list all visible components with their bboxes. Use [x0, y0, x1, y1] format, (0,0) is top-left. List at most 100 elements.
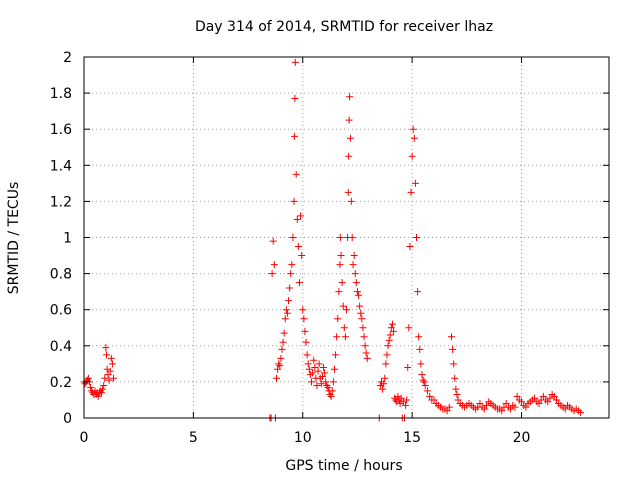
data-point [277, 354, 285, 362]
data-point [453, 391, 461, 399]
data-point [81, 380, 89, 388]
data-point [301, 327, 309, 335]
data-point [105, 376, 113, 384]
data-point [480, 405, 488, 413]
data-point [275, 360, 283, 368]
data-point [348, 234, 356, 241]
data-point [357, 309, 365, 317]
data-point [404, 363, 412, 371]
y-tick-label: 0.2 [50, 375, 72, 391]
data-point [273, 374, 280, 382]
data-point [448, 333, 455, 341]
data-point [498, 407, 506, 415]
data-point [443, 407, 451, 415]
data-point [346, 134, 354, 142]
data-point [297, 212, 305, 220]
data-point [382, 360, 390, 368]
data-point [426, 392, 434, 400]
x-tick-label: 5 [189, 430, 198, 446]
data-point [445, 403, 453, 411]
data-point [405, 324, 413, 332]
data-point [518, 398, 525, 406]
data-point [94, 392, 102, 400]
data-point [408, 152, 416, 160]
data-point [452, 385, 460, 393]
data-point [561, 405, 569, 413]
data-point [338, 279, 346, 287]
data-point [544, 398, 552, 406]
y-tick-label: 1 [63, 231, 72, 247]
data-point [282, 306, 290, 314]
data-point [84, 374, 92, 382]
data-point [349, 261, 357, 269]
data-point [335, 288, 343, 296]
data-point [337, 252, 345, 260]
data-point [285, 297, 293, 305]
y-tick-label: 0 [63, 411, 72, 427]
data-point [419, 376, 427, 384]
data-point [410, 134, 418, 142]
data-point [380, 380, 388, 388]
data-point [101, 374, 109, 382]
data-point [332, 351, 340, 359]
chart-title: Day 314 of 2014, SRMTID for receiver lha… [195, 19, 493, 35]
data-point [384, 342, 392, 350]
data-point [420, 378, 428, 386]
y-tick-label: 0.4 [50, 339, 72, 355]
data-point [407, 188, 415, 196]
data-point [358, 315, 366, 323]
data-point [386, 331, 394, 339]
data-point [302, 338, 310, 346]
x-tick-label: 15 [403, 430, 421, 446]
data-point [451, 374, 459, 382]
data-point [294, 243, 302, 251]
data-point [326, 391, 334, 399]
data-point [416, 345, 424, 353]
data-point [270, 261, 278, 269]
data-point [345, 116, 353, 124]
data-point [454, 396, 462, 404]
data-point [350, 252, 358, 260]
data-point [330, 365, 338, 373]
data-point [550, 392, 558, 400]
data-point [361, 342, 369, 350]
data-point [421, 382, 429, 390]
data-point [268, 270, 276, 278]
data-point [577, 409, 585, 417]
data-point [340, 324, 348, 332]
data-point [396, 400, 404, 408]
data-point [388, 320, 396, 328]
data-point [397, 394, 405, 402]
data-point [329, 378, 337, 386]
data-point [324, 383, 332, 391]
y-tick-label: 2 [63, 50, 72, 66]
x-tick-label: 10 [294, 430, 312, 446]
data-point [108, 360, 116, 368]
data-point [363, 354, 371, 362]
data-point [336, 234, 344, 241]
data-point [341, 333, 349, 341]
data-point [327, 392, 335, 400]
data-point [539, 392, 547, 400]
data-point [381, 374, 389, 382]
data-point [308, 378, 315, 386]
data-point [98, 389, 105, 397]
data-point [321, 369, 329, 377]
data-point [513, 392, 521, 400]
data-point [87, 383, 95, 391]
data-point [274, 365, 282, 373]
data-point [320, 363, 328, 371]
y-tick-label: 1.8 [50, 86, 72, 102]
data-point [394, 392, 402, 400]
data-point [483, 401, 490, 409]
data-point [102, 344, 110, 352]
data-point [328, 387, 336, 395]
data-point [362, 349, 370, 357]
data-point [289, 234, 297, 241]
y-tick-label: 0.8 [50, 267, 72, 283]
data-point [383, 351, 391, 359]
data-point [413, 234, 420, 241]
data-point [387, 324, 395, 332]
data-point [286, 284, 294, 292]
data-point [107, 354, 115, 362]
